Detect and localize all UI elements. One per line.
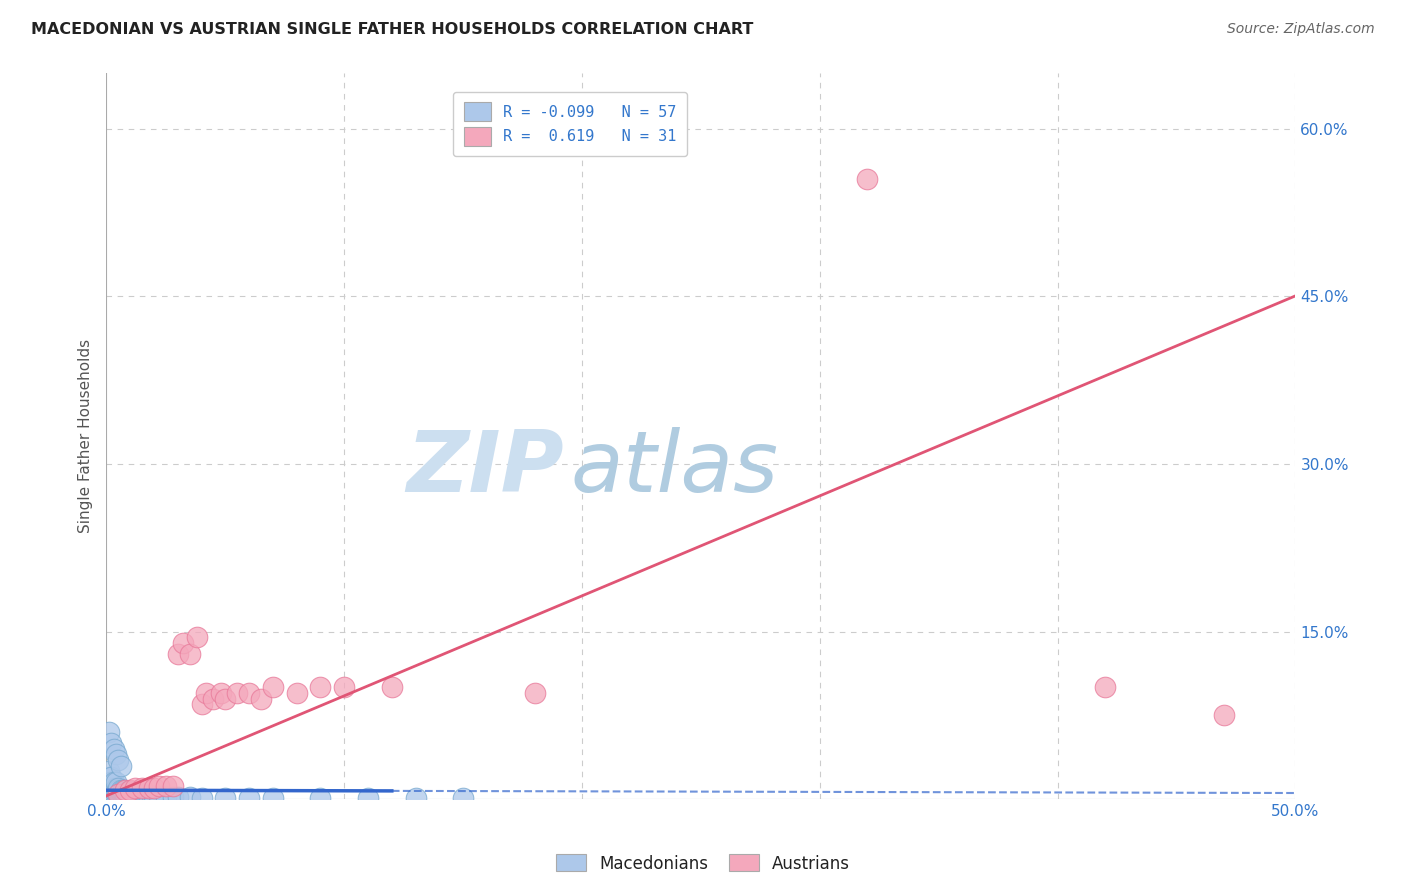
Point — [110, 783, 132, 797]
Point — [333, 681, 356, 695]
Point — [107, 783, 129, 797]
Point — [117, 784, 139, 798]
Point — [121, 787, 143, 801]
Text: MACEDONIAN VS AUSTRIAN SINGLE FATHER HOUSEHOLDS CORRELATION CHART: MACEDONIAN VS AUSTRIAN SINGLE FATHER HOU… — [31, 22, 754, 37]
Point — [104, 747, 127, 762]
Point — [104, 780, 127, 795]
Point — [97, 775, 120, 789]
Point — [100, 775, 122, 789]
Point — [124, 780, 146, 795]
Point — [107, 785, 129, 799]
Point — [100, 736, 122, 750]
Point — [155, 779, 177, 793]
Point — [162, 789, 184, 804]
Point — [143, 789, 166, 803]
Point — [523, 686, 546, 700]
Point — [131, 788, 153, 802]
Point — [114, 783, 136, 797]
Point — [226, 686, 249, 700]
Point — [190, 697, 212, 711]
Point — [107, 780, 129, 795]
Point — [190, 791, 212, 805]
Point — [179, 647, 201, 661]
Point — [124, 787, 146, 801]
Point — [100, 780, 122, 795]
Point — [202, 691, 225, 706]
Point — [97, 725, 120, 739]
Point — [148, 779, 170, 793]
Point — [104, 783, 127, 797]
Point — [97, 764, 120, 779]
Point — [141, 789, 163, 803]
Text: Source: ZipAtlas.com: Source: ZipAtlas.com — [1227, 22, 1375, 37]
Point — [179, 789, 201, 804]
Text: ZIP: ZIP — [406, 427, 564, 510]
Point — [1213, 708, 1236, 723]
Point — [214, 791, 236, 805]
Point — [107, 753, 129, 767]
Point — [103, 783, 125, 797]
Point — [143, 780, 166, 795]
Point — [128, 787, 150, 801]
Point — [100, 770, 122, 784]
Point — [195, 686, 218, 700]
Point — [103, 780, 125, 795]
Point — [285, 686, 308, 700]
Point — [127, 787, 149, 801]
Point — [120, 783, 142, 797]
Point — [209, 686, 232, 700]
Point — [186, 630, 208, 644]
Point — [117, 787, 139, 801]
Point — [110, 785, 132, 799]
Point — [103, 775, 125, 789]
Point — [112, 785, 135, 799]
Point — [112, 783, 135, 797]
Point — [451, 791, 474, 805]
Legend: Macedonians, Austrians: Macedonians, Austrians — [550, 847, 856, 880]
Point — [856, 172, 879, 186]
Point — [114, 783, 136, 797]
Point — [114, 787, 136, 801]
Point — [107, 787, 129, 801]
Point — [135, 788, 157, 802]
Point — [100, 783, 122, 797]
Point — [134, 788, 156, 802]
Point — [262, 681, 284, 695]
Point — [381, 681, 404, 695]
Point — [214, 691, 236, 706]
Point — [104, 775, 127, 789]
Point — [172, 636, 194, 650]
Point — [110, 758, 132, 772]
Point — [405, 791, 427, 805]
Point — [155, 789, 177, 804]
Point — [120, 787, 142, 801]
Point — [97, 770, 120, 784]
Point — [97, 783, 120, 797]
Point — [309, 681, 332, 695]
Point — [162, 779, 184, 793]
Point — [238, 791, 260, 805]
Point — [238, 686, 260, 700]
Point — [166, 647, 188, 661]
Point — [148, 789, 170, 803]
Point — [1094, 681, 1116, 695]
Point — [309, 791, 332, 805]
Point — [103, 742, 125, 756]
Y-axis label: Single Father Households: Single Father Households — [79, 339, 93, 533]
Point — [120, 784, 142, 798]
Point — [250, 691, 273, 706]
Point — [262, 791, 284, 805]
Point — [138, 780, 160, 795]
Point — [131, 780, 153, 795]
Text: atlas: atlas — [571, 427, 778, 510]
Point — [138, 789, 160, 803]
Point — [166, 789, 188, 804]
Legend: R = -0.099   N = 57, R =  0.619   N = 31: R = -0.099 N = 57, R = 0.619 N = 31 — [453, 92, 688, 156]
Point — [357, 791, 380, 805]
Point — [97, 780, 120, 795]
